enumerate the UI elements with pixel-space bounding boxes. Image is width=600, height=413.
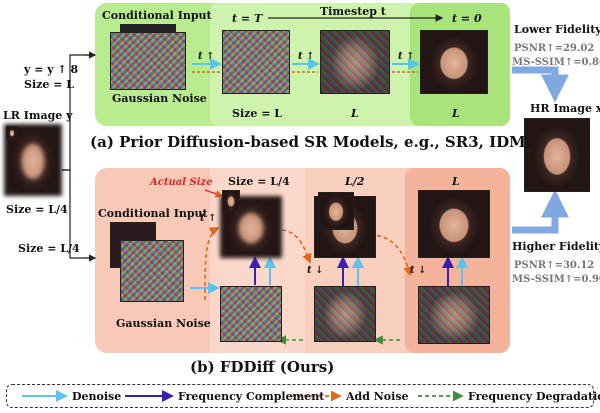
higher-ssim: MS-SSIM↑=0.90 <box>512 274 600 285</box>
top-L-label: L <box>351 107 359 120</box>
lower-fidelity-label: Lower Fidelity <box>514 23 600 36</box>
hr-image-label: HR Image x <box>530 102 600 115</box>
hr-image <box>524 118 590 192</box>
higher-fidelity-label: Higher Fidelity <box>512 240 600 253</box>
actual-size-label: Actual Size <box>150 177 213 188</box>
bottom-size-L4: Size = L/4 <box>228 175 290 188</box>
timestep-label: Timestep t <box>320 5 386 18</box>
bottom-gaussian-noise-label: Gaussian Noise <box>116 317 211 330</box>
top-noisy-step-1 <box>222 30 290 94</box>
top-t-up-1: t ↑ <box>198 51 215 62</box>
lower-psnr: PSNR↑=29.02 <box>514 43 595 54</box>
lr-connector-lower <box>62 169 90 259</box>
top-caption: (a) Prior Diffusion-based SR Models, e.g… <box>90 133 531 151</box>
bottom-add-noise-3 <box>369 234 413 277</box>
lr-image-thumb <box>6 126 18 140</box>
lower-ssim: MS-SSIM↑=0.86 <box>512 57 600 68</box>
top-noisy-step-2 <box>320 30 390 94</box>
bottom-l2-noisy <box>314 286 376 342</box>
higher-fidelity-arrow <box>512 189 569 234</box>
top-t-up-3: t ↑ <box>398 51 415 62</box>
actual-size-pointer <box>204 189 224 198</box>
bottom-caption: (b) FDDiff (Ours) <box>190 358 335 376</box>
bottom-gaussian-noise-image <box>120 240 184 302</box>
top-t-up-2: t ↑ <box>298 51 315 62</box>
legend-degradation-label: Frequency Degradation <box>468 390 600 403</box>
bottom-conditional-input-label: Conditional Input <box>98 207 208 220</box>
legend-denoise-label: Denoise <box>72 390 122 403</box>
bottom-add-noise-1 <box>204 227 220 301</box>
legend-addnoise-label: Add Noise <box>346 390 409 403</box>
bottom-add-noise-2 <box>281 229 312 264</box>
bottom-t-down-1: t ↓ <box>307 265 324 276</box>
bottom-L: L <box>452 175 460 188</box>
lr-size-L: Size = L <box>24 78 74 91</box>
legend-complement-label: Frequency Complement <box>178 390 325 403</box>
top-conditional-input-label: Conditional Input <box>102 9 212 22</box>
bottom-t-arrow: t ↑ <box>200 213 217 224</box>
top-L-label-2: L <box>452 107 460 120</box>
bottom-t-down-2: t ↓ <box>410 265 427 276</box>
bottom-L2: L/2 <box>345 175 365 188</box>
legend-box <box>6 384 594 408</box>
lr-formula: y = y ↑ 8 <box>24 63 79 76</box>
t-eq-0-label: t = 0 <box>452 12 482 25</box>
bottom-l4-noisy <box>220 286 282 342</box>
lr-image-label: LR Image y <box>3 109 73 122</box>
top-gaussian-noise-label: Gaussian Noise <box>112 92 207 105</box>
lr-size-L4: Size = L/4 <box>6 203 68 216</box>
top-gaussian-noise-image <box>110 32 186 90</box>
top-output-face <box>420 30 488 94</box>
bottom-l-image <box>418 190 490 258</box>
lower-fidelity-arrow <box>512 66 569 103</box>
higher-psnr: PSNR↑=30.12 <box>514 260 595 271</box>
t-eq-T-label: t = T <box>232 12 263 25</box>
top-size-L-label: Size = L <box>232 107 282 120</box>
bottom-l-noisy <box>418 286 490 344</box>
bottom-l4-actual-thumb <box>222 190 240 212</box>
lr-size-L4-lower: Size = L/4 <box>18 242 80 255</box>
bottom-l2-thumb <box>318 192 354 230</box>
